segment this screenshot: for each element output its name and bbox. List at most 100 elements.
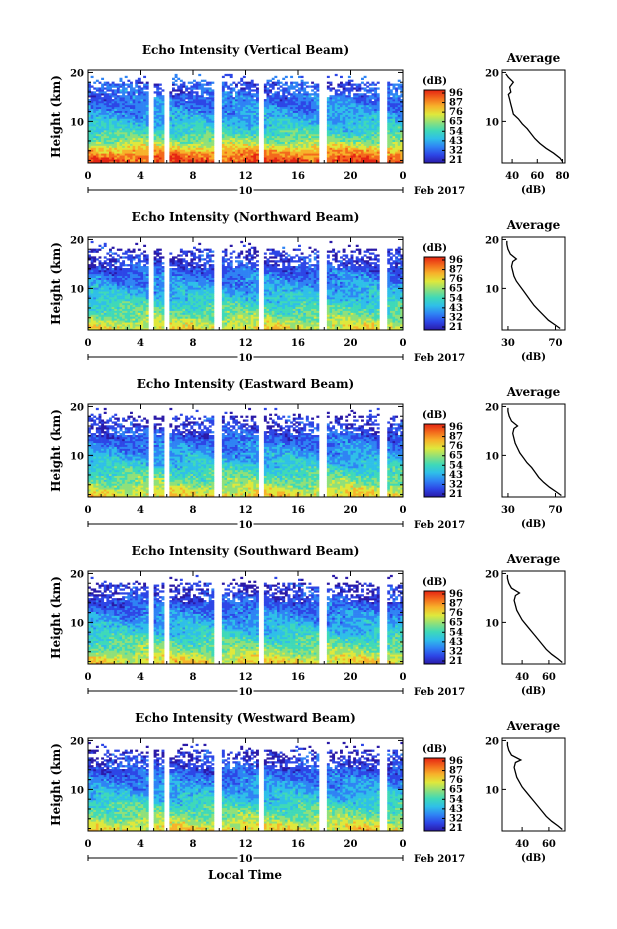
- heatmap-cell: [326, 99, 330, 102]
- heatmap-cell: [232, 99, 236, 102]
- heatmap-cell: [156, 128, 160, 131]
- heatmap-cell: [122, 91, 126, 94]
- heatmap-cell: [371, 126, 375, 129]
- heatmap-cell: [361, 126, 364, 129]
- heatmap-cell: [132, 101, 136, 104]
- heatmap-cell: [235, 147, 238, 150]
- heatmap-cell: [271, 93, 275, 96]
- heatmap-cell: [101, 83, 105, 86]
- heatmap-cell: [329, 139, 333, 142]
- heatmap-cell: [277, 122, 280, 125]
- heatmap-cell: [111, 283, 115, 286]
- heatmap-cell: [340, 157, 343, 160]
- heatmap-cell: [177, 128, 181, 131]
- heatmap-cell: [329, 128, 333, 131]
- heatmap-cell: [193, 85, 196, 88]
- heatmap-cell: [187, 133, 191, 137]
- heatmap-cell: [242, 143, 246, 146]
- heatmap-cell: [95, 289, 99, 292]
- heatmap-cell: [395, 87, 399, 90]
- heatmap-cell: [195, 108, 199, 111]
- heatmap-cell: [397, 110, 401, 113]
- heatmap-cell: [140, 128, 144, 131]
- heatmap-cell: [298, 116, 301, 119]
- heatmap-cell: [106, 89, 110, 92]
- heatmap-cell: [329, 133, 333, 137]
- heatmap-cell: [200, 108, 204, 111]
- heatmap-cell: [395, 83, 399, 86]
- heatmap-cell: [101, 89, 105, 92]
- heatmap-cell: [90, 302, 94, 306]
- heatmap-cell: [114, 93, 118, 96]
- heatmap-cell: [90, 159, 94, 162]
- heatmap-cell: [282, 112, 286, 115]
- heatmap-cell: [122, 85, 126, 88]
- heatmap-cell: [153, 141, 157, 144]
- heatmap-cell: [313, 97, 317, 100]
- heatmap-cell: [253, 132, 257, 135]
- heatmap-cell: [156, 104, 160, 108]
- heatmap-cell: [90, 149, 94, 152]
- heatmap-cell: [229, 133, 233, 137]
- heatmap-cell: [227, 97, 231, 100]
- heatmap-cell: [292, 139, 296, 142]
- heatmap-cell: [342, 151, 346, 154]
- heatmap-cell: [135, 297, 139, 300]
- heatmap-cell: [130, 320, 133, 323]
- heatmap-cell: [158, 112, 162, 115]
- heatmap-cell: [235, 104, 238, 108]
- heatmap-cell: [366, 124, 370, 127]
- heatmap-cell: [143, 75, 147, 79]
- heatmap-cell: [295, 102, 299, 106]
- heatmap-cell: [237, 139, 241, 142]
- heatmap-cell: [172, 95, 175, 98]
- heatmap-cell: [101, 106, 105, 110]
- heatmap-cell: [277, 155, 280, 158]
- heatmap-cell: [127, 258, 131, 261]
- heatmap-cell: [277, 114, 280, 117]
- heatmap-cell: [313, 157, 317, 160]
- heatmap-cell: [98, 89, 102, 92]
- heatmap-cell: [111, 137, 115, 141]
- heatmap-cell: [311, 97, 315, 100]
- heatmap-cell: [182, 81, 186, 84]
- heatmap-cell: [124, 110, 128, 113]
- heatmap-cell: [392, 104, 396, 108]
- heatmap-cell: [240, 114, 244, 117]
- heatmap-cell: [342, 161, 346, 164]
- heatmap-cell: [284, 101, 288, 104]
- heatmap-cell: [355, 143, 359, 146]
- heatmap-cell: [200, 137, 204, 141]
- heatmap-cell: [366, 116, 370, 119]
- heatmap-cell: [208, 104, 212, 108]
- heatmap-cell: [292, 124, 296, 127]
- heatmap-cell: [90, 133, 94, 137]
- heatmap-cell: [203, 120, 207, 123]
- heatmap-cell: [130, 262, 133, 265]
- heatmap-cell: [329, 89, 333, 92]
- heatmap-cell: [195, 151, 199, 154]
- heatmap-cell: [206, 118, 210, 121]
- heatmap-cell: [326, 128, 330, 131]
- heatmap-cell: [140, 81, 144, 84]
- heatmap-cell: [103, 281, 107, 284]
- heatmap-cell: [130, 85, 133, 88]
- heatmap-cell: [90, 312, 94, 315]
- heatmap-cell: [350, 87, 354, 90]
- heatmap-cell: [200, 89, 204, 92]
- heatmap-cell: [242, 153, 246, 156]
- heatmap-cell: [374, 114, 378, 117]
- heatmap-cell: [98, 268, 102, 271]
- heatmap-cell: [227, 87, 231, 90]
- heatmap-cell: [256, 93, 259, 96]
- heatmap-cell: [90, 297, 94, 300]
- heatmap-cell: [279, 124, 283, 127]
- heatmap-cell: [93, 112, 97, 115]
- heatmap-cell: [193, 159, 196, 162]
- heatmap-cell: [174, 110, 178, 113]
- heatmap-cell: [95, 104, 99, 108]
- heatmap-cell: [298, 155, 301, 158]
- heatmap-cell: [242, 95, 246, 98]
- heatmap-cell: [98, 116, 102, 119]
- heatmap-cell: [106, 300, 110, 304]
